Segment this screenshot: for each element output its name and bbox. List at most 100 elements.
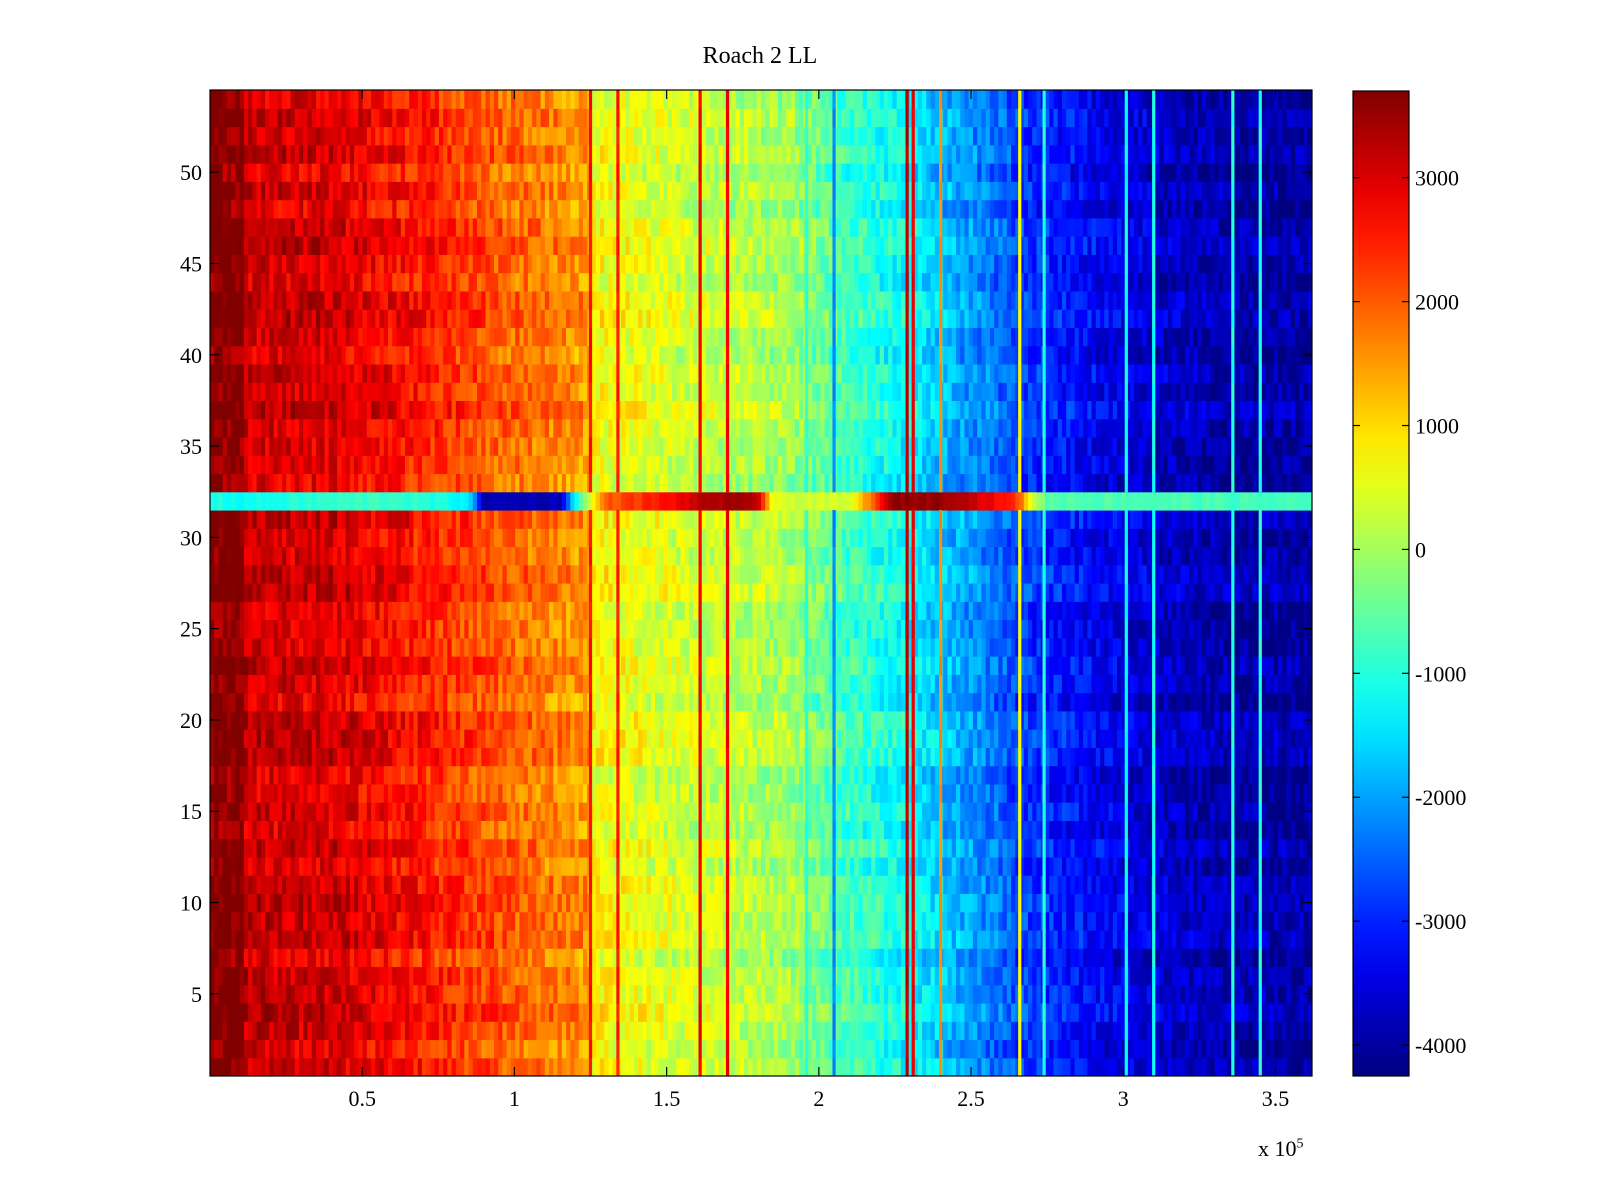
heatmap-cell: [1117, 893, 1122, 913]
heatmap-cell: [421, 856, 427, 876]
heatmap-cell: [1002, 1039, 1008, 1059]
heatmap-cell: [320, 802, 326, 821]
heatmap-cell: [277, 966, 283, 986]
heatmap-cell: [1239, 984, 1245, 1004]
heatmap-cell: [472, 1057, 478, 1076]
heatmap-cell: [722, 820, 728, 840]
heatmap-cell: [1074, 1039, 1080, 1059]
heatmap-cell: [527, 984, 533, 1004]
heatmap-cell: [400, 929, 406, 949]
heatmap-cell: [282, 802, 287, 821]
heatmap-cell: [549, 966, 554, 986]
heatmap-cell: [396, 1057, 402, 1076]
heatmap-cell: [226, 1057, 232, 1076]
heatmap-cell: [1142, 838, 1148, 858]
heatmap-cell: [1112, 856, 1118, 876]
heatmap-cell: [879, 966, 885, 986]
heatmap-cell: [1074, 1057, 1080, 1076]
heatmap-cell: [1053, 838, 1059, 858]
heatmap-cell: [409, 747, 415, 767]
heatmap-cell: [1011, 875, 1016, 895]
heatmap-cell: [807, 984, 813, 1004]
heatmap-cell: [744, 747, 749, 767]
heatmap-cell: [1142, 875, 1148, 895]
heatmap-cell: [930, 783, 936, 803]
heatmap-cell: [328, 838, 334, 858]
heatmap-cell: [400, 838, 406, 858]
heatmap-cell: [934, 856, 940, 876]
heatmap-cell: [1273, 729, 1279, 748]
heatmap-cell: [477, 729, 482, 748]
heatmap-cell: [794, 911, 800, 931]
heatmap-cell: [561, 783, 567, 803]
heatmap-cell: [214, 838, 220, 858]
heatmap-cell: [888, 984, 893, 1004]
heatmap-cell: [811, 729, 817, 748]
heatmap-cell: [688, 984, 694, 1004]
heatmap-cell: [968, 929, 974, 949]
heatmap-cell: [468, 929, 474, 949]
heatmap-cell: [1210, 911, 1216, 931]
heatmap-cell: [977, 1057, 982, 1076]
heatmap-cell: [824, 893, 830, 913]
heatmap-cell: [646, 929, 652, 949]
heatmap-cell: [248, 838, 253, 858]
heatmap-cell: [481, 1002, 487, 1022]
heatmap-cell: [243, 948, 249, 968]
heatmap-cell: [1193, 875, 1199, 895]
heatmap-cell: [1142, 1002, 1148, 1022]
heatmap-cell: [989, 1002, 995, 1022]
heatmap-cell: [371, 1039, 376, 1059]
heatmap-cell: [438, 729, 444, 748]
heatmap-cell: [646, 911, 652, 931]
heatmap-cell: [773, 893, 779, 913]
heatmap-cell: [421, 1057, 427, 1076]
heatmap-cell: [629, 820, 635, 840]
heatmap-cell: [1286, 893, 1292, 913]
heatmap-cell: [523, 820, 529, 840]
heatmap-cell: [299, 948, 304, 968]
heatmap-cell: [574, 729, 580, 748]
heatmap-cell: [273, 1002, 279, 1022]
heatmap-cell: [769, 747, 775, 767]
heatmap-cell: [248, 875, 253, 895]
heatmap-cell: [256, 966, 262, 986]
heatmap-cell: [1261, 820, 1266, 840]
heatmap-cell: [748, 820, 754, 840]
heatmap-cell: [900, 1002, 906, 1022]
heatmap-cell: [841, 929, 847, 949]
heatmap-cell: [731, 729, 737, 748]
heatmap-cell: [532, 729, 537, 748]
heatmap-cell: [1108, 875, 1114, 895]
heatmap-cell: [731, 820, 737, 840]
heatmap-cell: [722, 893, 728, 913]
heatmap-cell: [493, 820, 499, 840]
heatmap-cell: [260, 911, 266, 931]
heatmap-cell: [438, 765, 444, 785]
heatmap-cell: [421, 893, 427, 913]
heatmap-cell: [1061, 783, 1067, 803]
heatmap-cell: [320, 820, 326, 840]
heatmap-cell: [443, 911, 448, 931]
heatmap-cell: [650, 729, 656, 748]
heatmap-cell: [735, 1057, 741, 1076]
heatmap-cell: [1197, 747, 1203, 767]
heatmap-cell: [294, 948, 300, 968]
heatmap-cell: [922, 911, 927, 931]
heatmap-cell: [502, 1021, 508, 1041]
heatmap-cell: [1087, 783, 1093, 803]
heatmap-cell: [1057, 1021, 1063, 1041]
heatmap-cell: [426, 729, 431, 748]
heatmap-cell: [688, 1021, 694, 1041]
heatmap-cell: [1167, 765, 1173, 785]
heatmap-cell: [1104, 1057, 1110, 1076]
heatmap-cell: [1023, 802, 1029, 821]
heatmap-cell: [913, 765, 919, 785]
heatmap-cell: [1083, 838, 1088, 858]
heatmap-cell: [862, 765, 868, 785]
heatmap-cell: [455, 929, 461, 949]
heatmap-cell: [1108, 984, 1114, 1004]
heatmap-cell: [625, 1057, 631, 1076]
heatmap-cell: [311, 1039, 317, 1059]
heatmap-cell: [1193, 747, 1199, 767]
